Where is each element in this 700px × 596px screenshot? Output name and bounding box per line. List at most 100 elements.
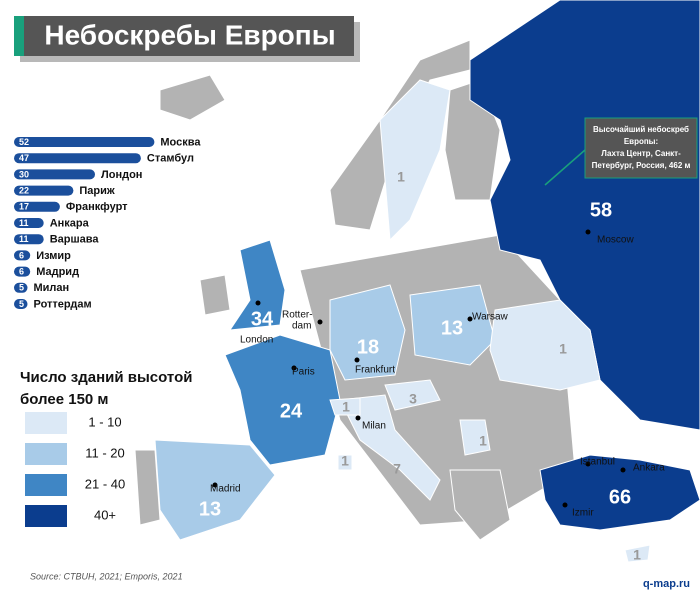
country-value: 1 (341, 453, 349, 469)
bar-label: Лондон (101, 169, 142, 181)
country-value: 58 (590, 199, 612, 221)
callout-connector (544, 149, 586, 186)
city-dot (467, 316, 473, 322)
country-value: 18 (357, 336, 379, 358)
country-value: 1 (479, 433, 487, 449)
city-label: Warsaw (472, 312, 509, 323)
bar-label: Роттердам (34, 298, 92, 310)
title-accent (14, 16, 24, 56)
bar-value: 6 (19, 250, 24, 260)
bar (14, 169, 95, 180)
country (329, 397, 361, 416)
country (539, 454, 700, 531)
bar-label: Мадрид (36, 266, 79, 278)
country (228, 239, 286, 331)
bar (14, 201, 60, 212)
country-value: 7 (393, 461, 401, 477)
bar-value: 17 (19, 202, 29, 212)
city-label: Ankara (633, 463, 665, 474)
city-dot (317, 319, 323, 325)
city-label: Milan (362, 421, 386, 432)
country-value: 13 (199, 498, 221, 520)
bar (14, 137, 155, 147)
country (379, 79, 451, 242)
city-label: Rotter- (282, 310, 313, 321)
bar-label: Москва (160, 136, 201, 148)
country-value: 1 (342, 399, 350, 415)
bar-label: Анкара (50, 217, 90, 229)
city-label: Izmir (572, 508, 594, 519)
country-value: 24 (280, 400, 303, 422)
legend-swatch (25, 474, 67, 496)
bar-label: Париж (79, 185, 115, 197)
bar-value: 5 (19, 283, 24, 293)
portugal (134, 449, 161, 526)
legend-label: 11 - 20 (85, 445, 125, 460)
country (489, 299, 601, 391)
city-label: dam (292, 321, 311, 332)
callout-text: Лахта Центр, Санкт- (601, 149, 681, 158)
legend-title: более 150 м (20, 391, 109, 408)
bar-value: 47 (19, 153, 29, 163)
country (329, 284, 406, 381)
callout-text: Европы: (624, 137, 658, 146)
legend-label: 1 - 10 (88, 414, 121, 429)
country-value: 1 (559, 341, 567, 357)
city-dot (355, 415, 361, 421)
bar-value: 30 (19, 169, 29, 179)
city-label: Istanbul (580, 457, 615, 468)
source: Source: CTBUH, 2021; Emporis, 2021 (30, 571, 183, 581)
bar-value: 52 (19, 137, 29, 147)
bar-label: Варшава (50, 234, 100, 246)
callout-text: Петербург, Россия, 462 м (592, 161, 691, 170)
callout-text: Высочайший небоскреб (593, 125, 689, 134)
bar-label: Франкфурт (66, 201, 128, 213)
country (337, 454, 353, 471)
city-dot (212, 482, 218, 488)
callout-box (584, 117, 698, 179)
credit: q-map.ru (643, 578, 690, 590)
legend-swatch (25, 443, 67, 465)
city-dot (585, 229, 591, 235)
title-banner (14, 16, 354, 56)
country (624, 544, 651, 563)
bar (14, 218, 44, 228)
bar-value: 11 (19, 218, 29, 228)
country (339, 394, 441, 501)
city-dot (620, 467, 626, 473)
bar-label: Стамбул (147, 153, 194, 165)
country (154, 439, 276, 541)
country-value: 66 (609, 486, 631, 508)
ireland (199, 274, 231, 316)
countries (154, 0, 700, 563)
bar (14, 153, 141, 164)
city-dot (255, 300, 261, 306)
title: Небоскребы Европы (44, 19, 335, 50)
bar-value: 22 (19, 185, 29, 195)
city-label: Frankfurt (355, 365, 395, 376)
city-dot (585, 461, 591, 467)
country-value: 1 (397, 169, 405, 185)
country-value: 34 (251, 308, 274, 330)
legend-swatch (25, 505, 67, 527)
bar-value: 5 (19, 299, 24, 309)
city-label: Paris (292, 367, 315, 378)
country (384, 379, 441, 411)
city-dot (562, 502, 568, 508)
country-value: 1 (633, 547, 641, 563)
country-value: 13 (441, 317, 463, 339)
city-label: London (240, 335, 273, 346)
legend-title: Число зданий высотой (20, 369, 192, 386)
bar (14, 250, 31, 261)
greece (449, 469, 511, 541)
bar-value: 11 (19, 234, 29, 244)
country-value: 3 (409, 391, 417, 407)
iceland (159, 74, 226, 121)
country (459, 419, 491, 456)
bar (14, 299, 28, 309)
bar (14, 185, 74, 196)
legend-swatch (25, 412, 67, 434)
bar (14, 234, 44, 245)
country (409, 284, 496, 366)
